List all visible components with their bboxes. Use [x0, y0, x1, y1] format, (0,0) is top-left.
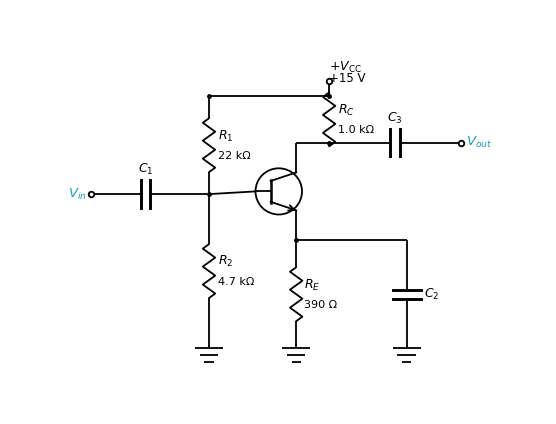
Text: $R_1$: $R_1$: [219, 128, 234, 143]
Text: 4.7 kΩ: 4.7 kΩ: [219, 277, 255, 287]
Text: 22 kΩ: 22 kΩ: [219, 151, 251, 161]
Text: 1.0 kΩ: 1.0 kΩ: [339, 125, 375, 135]
Text: $+V_{\mathrm{CC}}$: $+V_{\mathrm{CC}}$: [329, 60, 362, 75]
Text: +15 V: +15 V: [329, 72, 366, 85]
Text: $V_{in}$: $V_{in}$: [68, 187, 87, 202]
Text: $C_1$: $C_1$: [138, 162, 153, 177]
Text: 390 Ω: 390 Ω: [304, 300, 337, 310]
Text: $C_2$: $C_2$: [424, 287, 439, 302]
Text: $V_{out}$: $V_{out}$: [466, 135, 493, 150]
Text: $R_C$: $R_C$: [339, 103, 355, 118]
Text: $C_3$: $C_3$: [387, 111, 403, 126]
Text: $R_E$: $R_E$: [304, 277, 320, 293]
Text: $R_2$: $R_2$: [219, 254, 234, 269]
